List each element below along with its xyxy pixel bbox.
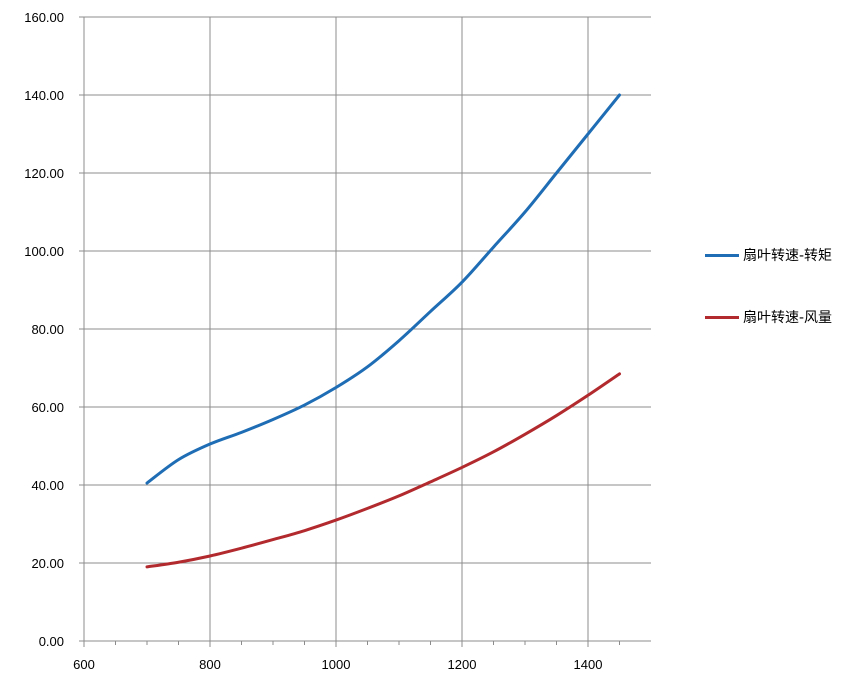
- axes: [79, 16, 651, 647]
- y-tick-label: 100.00: [24, 244, 64, 259]
- legend-swatch-torque: [705, 253, 739, 257]
- x-tick-label: 1400: [574, 657, 603, 672]
- x-tick-label: 800: [199, 657, 221, 672]
- legend-label-airflow: 扇叶转速-风量: [743, 310, 833, 326]
- y-tick-label: 40.00: [31, 478, 64, 493]
- series-lines: [145, 93, 621, 569]
- y-tick-label: 60.00: [31, 400, 64, 415]
- y-tick-label: 80.00: [31, 322, 64, 337]
- legend-label-torque: 扇叶转速-转矩: [743, 248, 833, 264]
- x-tick-label: 1200: [448, 657, 477, 672]
- y-tick-label: 0.00: [39, 634, 64, 649]
- legend-item-airflow: 扇叶转速-风量: [705, 306, 855, 328]
- x-tick-label: 1000: [322, 657, 351, 672]
- legend-item-torque: 扇叶转速-转矩: [705, 244, 855, 266]
- y-axis-tick-labels: 0.00 20.00 40.00 60.00 80.00 100.00 120.00 140.…: [24, 10, 64, 649]
- x-tick-label: 600: [73, 657, 95, 672]
- series-line-airflow: [145, 372, 621, 569]
- series-line-torque: [145, 93, 621, 485]
- y-tick-label: 140.00: [24, 88, 64, 103]
- legend-swatch-airflow: [705, 315, 739, 319]
- y-tick-label: 160.00: [24, 10, 64, 25]
- grid-lines: [84, 16, 651, 641]
- x-axis-tick-labels: 600 800 1000 1200 1400: [73, 657, 602, 672]
- y-tick-label: 120.00: [24, 166, 64, 181]
- legend: 扇叶转速-转矩 扇叶转速-风量: [705, 244, 855, 368]
- y-tick-label: 20.00: [31, 556, 64, 571]
